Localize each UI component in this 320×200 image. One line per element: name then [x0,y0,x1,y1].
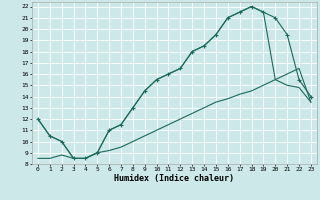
X-axis label: Humidex (Indice chaleur): Humidex (Indice chaleur) [115,174,234,183]
